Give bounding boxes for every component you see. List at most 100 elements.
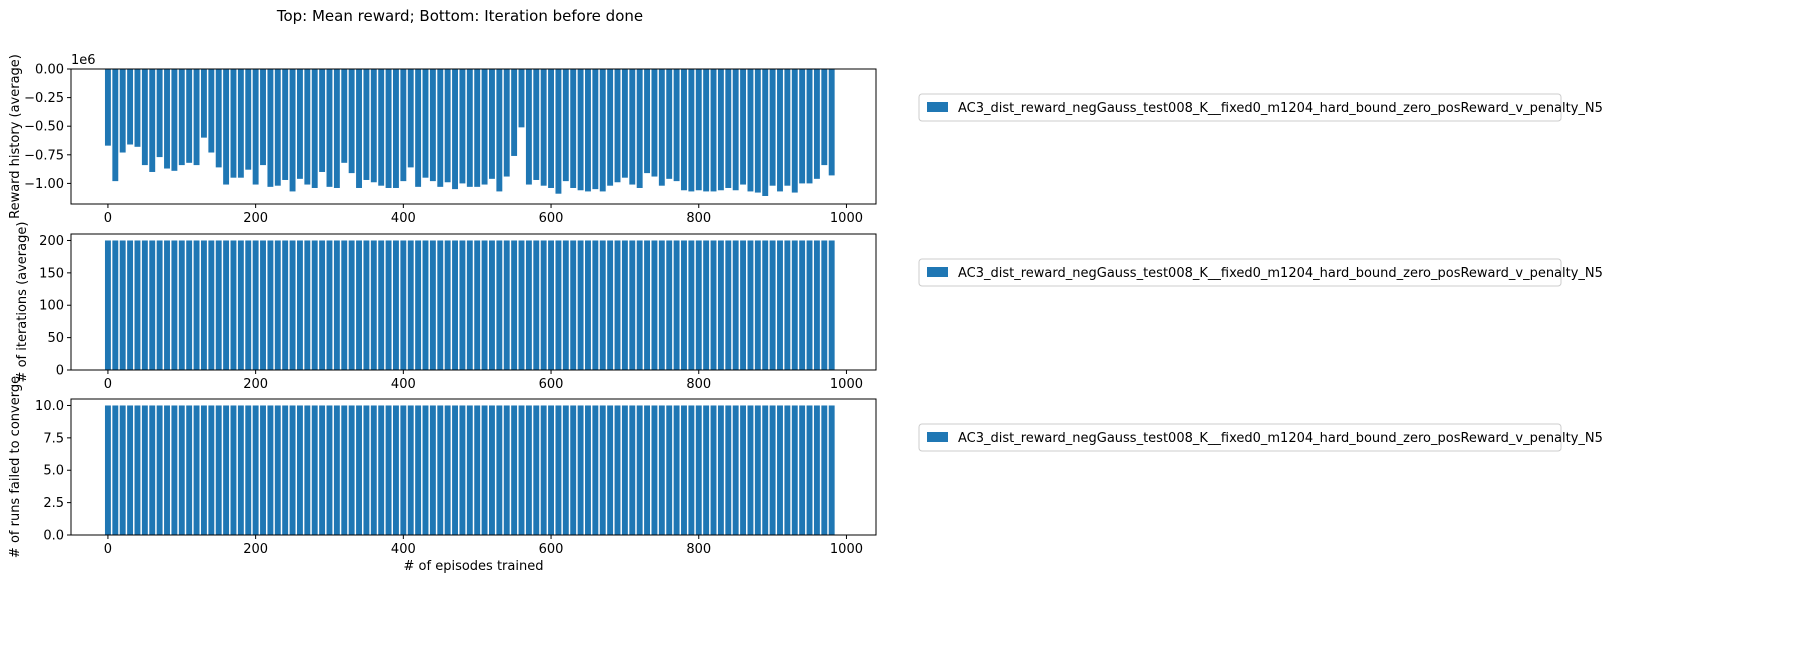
legend-swatch — [927, 102, 948, 112]
bar — [784, 69, 791, 186]
bar — [784, 240, 791, 370]
bar — [127, 69, 134, 145]
legend-swatch — [927, 432, 948, 442]
bar — [474, 240, 481, 370]
bar — [740, 69, 747, 185]
x-axis-label: # of episodes trained — [404, 559, 544, 574]
axes-frame — [70, 68, 877, 205]
bar — [511, 240, 518, 370]
bar — [666, 405, 673, 535]
bar — [585, 240, 591, 370]
bar — [828, 69, 835, 176]
bar — [725, 240, 732, 370]
bar — [319, 69, 326, 172]
figure-suptitle: Top: Mean reward; Bottom: Iteration befo… — [276, 7, 643, 25]
bar — [119, 69, 126, 153]
bar — [141, 69, 148, 166]
bar — [496, 69, 503, 192]
bar — [717, 240, 724, 370]
bar — [296, 69, 303, 179]
y-tick-label: −0.75 — [24, 148, 64, 163]
bar — [104, 69, 111, 146]
bar — [518, 240, 525, 370]
legend: AC3_dist_reward_negGauss_test008_K__fixe… — [918, 93, 1603, 122]
bar — [363, 69, 370, 180]
bar — [127, 240, 134, 370]
bar — [562, 240, 569, 370]
bar — [326, 240, 333, 370]
bar — [289, 240, 296, 370]
bar — [370, 69, 377, 183]
bar — [688, 240, 695, 370]
x-tick-label: 200 — [243, 377, 268, 392]
bar — [171, 69, 178, 171]
bar — [304, 405, 311, 535]
bar — [370, 240, 377, 370]
bar — [112, 69, 119, 182]
bar — [503, 405, 510, 535]
bar — [193, 69, 200, 166]
bar — [348, 69, 355, 174]
legend-swatch — [927, 267, 948, 277]
bar — [237, 405, 244, 535]
bar — [577, 240, 584, 370]
y-axis-label: # of runs failed to converge — [8, 376, 23, 558]
y-tick-label: 2.5 — [43, 496, 64, 511]
bar — [407, 240, 414, 370]
bar — [178, 69, 185, 166]
x-tick-label: 800 — [686, 211, 711, 226]
bar — [444, 69, 451, 183]
bar — [740, 405, 747, 535]
bar — [422, 240, 429, 370]
bar — [688, 69, 695, 192]
bar — [245, 69, 252, 170]
bar — [193, 405, 200, 535]
axes-frame — [70, 233, 877, 371]
bar — [585, 405, 591, 535]
bar — [186, 405, 193, 535]
bar — [644, 69, 651, 174]
bar — [341, 69, 348, 163]
bar — [282, 240, 289, 370]
bar — [422, 69, 429, 178]
bar — [799, 405, 806, 535]
bar — [112, 405, 119, 535]
y-axis-label: Reward history (average) — [8, 54, 23, 219]
bar — [422, 405, 429, 535]
x-tick-label: 400 — [391, 211, 416, 226]
bar — [562, 405, 569, 535]
bar — [747, 240, 754, 370]
y-tick-label: 5.0 — [43, 464, 64, 479]
bar — [496, 240, 503, 370]
bar — [156, 240, 163, 370]
bar — [444, 240, 451, 370]
bar — [555, 69, 562, 194]
x-tick-label: 600 — [539, 377, 564, 392]
bar — [274, 69, 281, 186]
y-tick-label: 0.0 — [43, 529, 64, 544]
bar — [223, 405, 230, 535]
bar — [511, 69, 518, 156]
bar — [503, 69, 510, 177]
bar — [828, 240, 835, 370]
bar — [762, 240, 769, 370]
bar — [806, 240, 813, 370]
bar — [348, 240, 355, 370]
bar — [429, 240, 436, 370]
bar — [570, 69, 577, 188]
bar — [230, 69, 237, 178]
bar — [481, 240, 488, 370]
bar — [356, 69, 362, 188]
bar — [725, 69, 732, 188]
bar — [186, 240, 193, 370]
bar — [333, 405, 340, 535]
bar — [407, 69, 414, 168]
bar — [666, 240, 673, 370]
bar — [164, 69, 170, 169]
bar — [171, 240, 178, 370]
bar — [333, 69, 340, 188]
bar — [754, 405, 761, 535]
bar — [525, 69, 532, 185]
bar — [548, 240, 554, 370]
y-offset-label: 1e6 — [71, 53, 96, 68]
